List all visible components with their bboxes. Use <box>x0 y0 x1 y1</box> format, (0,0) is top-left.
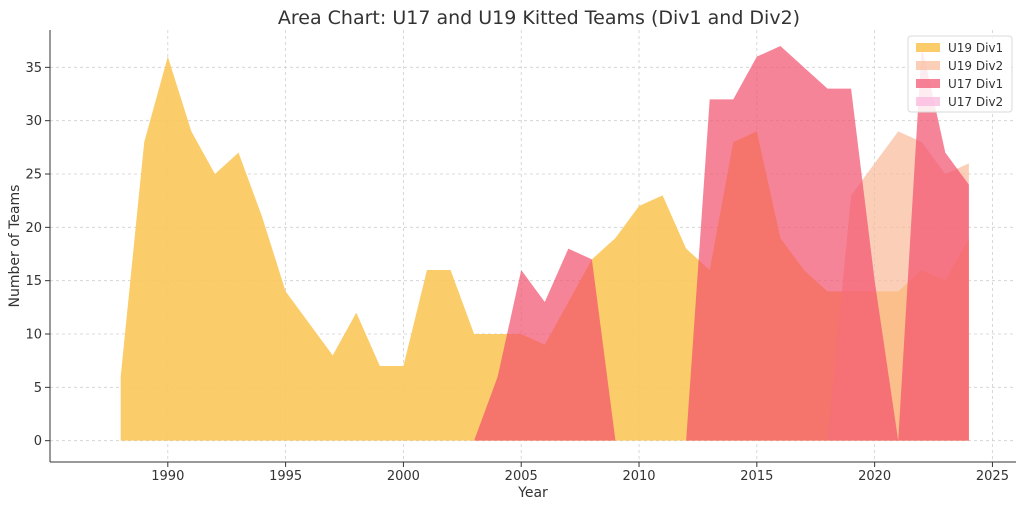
y-tick-label: 5 <box>34 381 42 396</box>
y-axis-label: Number of Teams <box>7 185 23 308</box>
y-tick-label: 20 <box>25 221 42 236</box>
y-tick-label: 15 <box>25 274 42 289</box>
legend-label: U19 Div2 <box>948 59 1003 73</box>
y-tick-label: 0 <box>34 434 42 449</box>
x-tick-label: 2020 <box>858 469 891 484</box>
legend-swatch <box>916 79 940 88</box>
x-axis-label: Year <box>517 485 548 501</box>
y-tick-label: 25 <box>25 168 42 183</box>
legend-label: U19 Div1 <box>948 41 1003 55</box>
x-tick-label: 2025 <box>976 469 1009 484</box>
x-tick-label: 2015 <box>740 469 773 484</box>
y-tick-label: 10 <box>25 328 42 343</box>
legend-swatch <box>916 97 940 106</box>
x-tick-label: 2010 <box>622 469 655 484</box>
x-tick-label: 1995 <box>269 469 302 484</box>
legend-label: U17 Div1 <box>948 77 1003 91</box>
legend: U19 Div1 U19 Div2 U17 Div1 U17 Div2 <box>907 35 1013 113</box>
legend-swatch <box>916 61 940 70</box>
legend-swatch <box>916 43 940 52</box>
chart-title: Area Chart: U17 and U19 Kitted Teams (Di… <box>278 7 800 29</box>
area-series-group <box>120 46 969 441</box>
y-tick-label: 30 <box>25 114 42 129</box>
area-series-3 <box>120 46 969 441</box>
x-tick-label: 2000 <box>387 469 420 484</box>
legend-label: U17 Div2 <box>948 95 1003 109</box>
x-tick-label: 1990 <box>151 469 184 484</box>
x-tick-label: 2005 <box>505 469 538 484</box>
y-tick-label: 35 <box>25 61 42 76</box>
legend-box <box>907 35 1013 113</box>
